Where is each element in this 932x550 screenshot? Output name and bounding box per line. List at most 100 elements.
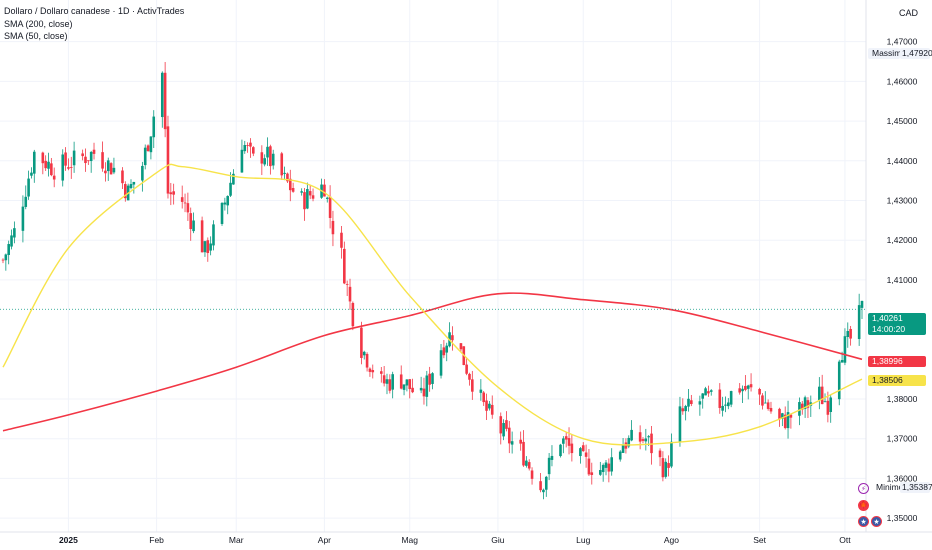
candle[interactable]	[271, 149, 275, 170]
candle[interactable]	[365, 352, 369, 372]
candle[interactable]	[687, 388, 690, 412]
candle[interactable]	[610, 448, 613, 476]
candle[interactable]	[345, 280, 349, 297]
candle[interactable]	[465, 357, 468, 376]
candle[interactable]	[781, 412, 784, 427]
candle[interactable]	[766, 399, 770, 411]
candle[interactable]	[226, 195, 230, 215]
canada-flag-icon[interactable]: 🍁	[858, 500, 869, 511]
candle[interactable]	[50, 158, 53, 177]
candle[interactable]	[143, 144, 147, 170]
candle[interactable]	[684, 404, 687, 421]
candle[interactable]	[570, 434, 574, 462]
candle[interactable]	[709, 389, 713, 396]
candle[interactable]	[857, 293, 861, 346]
candle[interactable]	[52, 167, 56, 188]
candle[interactable]	[92, 142, 96, 160]
candle[interactable]	[485, 393, 488, 420]
candle[interactable]	[169, 182, 173, 206]
candle[interactable]	[7, 240, 10, 265]
candle[interactable]	[667, 455, 670, 477]
candle[interactable]	[590, 462, 594, 485]
candle[interactable]	[550, 445, 554, 467]
candle[interactable]	[47, 152, 50, 177]
candle[interactable]	[368, 367, 372, 377]
candle[interactable]	[727, 398, 730, 410]
candle[interactable]	[704, 386, 707, 396]
candle[interactable]	[624, 438, 628, 454]
candle[interactable]	[670, 433, 673, 469]
dividend-icon[interactable]: ⚡	[858, 483, 869, 494]
candle[interactable]	[405, 379, 409, 392]
candle[interactable]	[388, 374, 392, 394]
candle[interactable]	[340, 225, 343, 259]
candle[interactable]	[843, 328, 847, 366]
candle[interactable]	[223, 197, 227, 211]
candle[interactable]	[212, 220, 215, 251]
candle[interactable]	[240, 139, 244, 173]
candle[interactable]	[519, 431, 522, 451]
candle[interactable]	[263, 154, 266, 167]
candle[interactable]	[428, 366, 431, 392]
candle[interactable]	[24, 185, 28, 210]
candle[interactable]	[630, 420, 633, 442]
candle[interactable]	[738, 383, 741, 395]
candle[interactable]	[522, 430, 525, 467]
sma50-legend[interactable]: SMA (50, close)	[4, 31, 68, 41]
candle[interactable]	[419, 376, 423, 394]
candle[interactable]	[499, 412, 503, 445]
candle[interactable]	[783, 406, 787, 430]
candle[interactable]	[30, 167, 33, 179]
candle[interactable]	[661, 451, 665, 482]
candle[interactable]	[758, 387, 761, 405]
candle[interactable]	[579, 446, 582, 464]
candle[interactable]	[124, 181, 127, 202]
candle[interactable]	[599, 461, 602, 476]
candle[interactable]	[106, 157, 110, 181]
candle[interactable]	[846, 322, 850, 348]
candle[interactable]	[601, 463, 605, 482]
candle[interactable]	[741, 385, 744, 403]
candle[interactable]	[186, 192, 190, 221]
candle[interactable]	[385, 373, 389, 395]
candle[interactable]	[303, 187, 306, 221]
candle[interactable]	[232, 169, 235, 185]
candle[interactable]	[729, 390, 733, 408]
candle[interactable]	[402, 384, 406, 396]
candle[interactable]	[206, 237, 210, 262]
candle[interactable]	[607, 458, 611, 483]
candle[interactable]	[698, 395, 702, 416]
candle[interactable]	[308, 185, 312, 200]
currency-label[interactable]: CAD	[898, 8, 918, 18]
candle[interactable]	[658, 448, 662, 467]
candle[interactable]	[701, 393, 705, 409]
candle[interactable]	[664, 458, 668, 479]
candle[interactable]	[129, 179, 133, 190]
candle[interactable]	[641, 437, 645, 444]
candle[interactable]	[507, 421, 511, 454]
candle[interactable]	[488, 401, 491, 411]
candle[interactable]	[502, 419, 505, 441]
candle[interactable]	[547, 453, 551, 481]
candle[interactable]	[101, 141, 104, 172]
candle[interactable]	[283, 166, 286, 181]
candle[interactable]	[800, 400, 804, 415]
candle[interactable]	[761, 393, 764, 410]
candle[interactable]	[246, 142, 249, 153]
candle[interactable]	[331, 210, 335, 247]
candle[interactable]	[806, 397, 810, 419]
candle[interactable]	[559, 443, 562, 458]
candle[interactable]	[311, 188, 315, 202]
candle[interactable]	[442, 339, 446, 359]
candle[interactable]	[721, 396, 724, 417]
candle[interactable]	[192, 212, 195, 234]
sma200-legend[interactable]: SMA (200, close)	[4, 18, 73, 29]
candle[interactable]	[141, 161, 144, 192]
candle[interactable]	[587, 449, 591, 476]
candle[interactable]	[525, 456, 528, 468]
candle[interactable]	[618, 450, 622, 462]
candle[interactable]	[448, 322, 451, 348]
candle[interactable]	[681, 398, 685, 415]
candle[interactable]	[471, 370, 474, 400]
